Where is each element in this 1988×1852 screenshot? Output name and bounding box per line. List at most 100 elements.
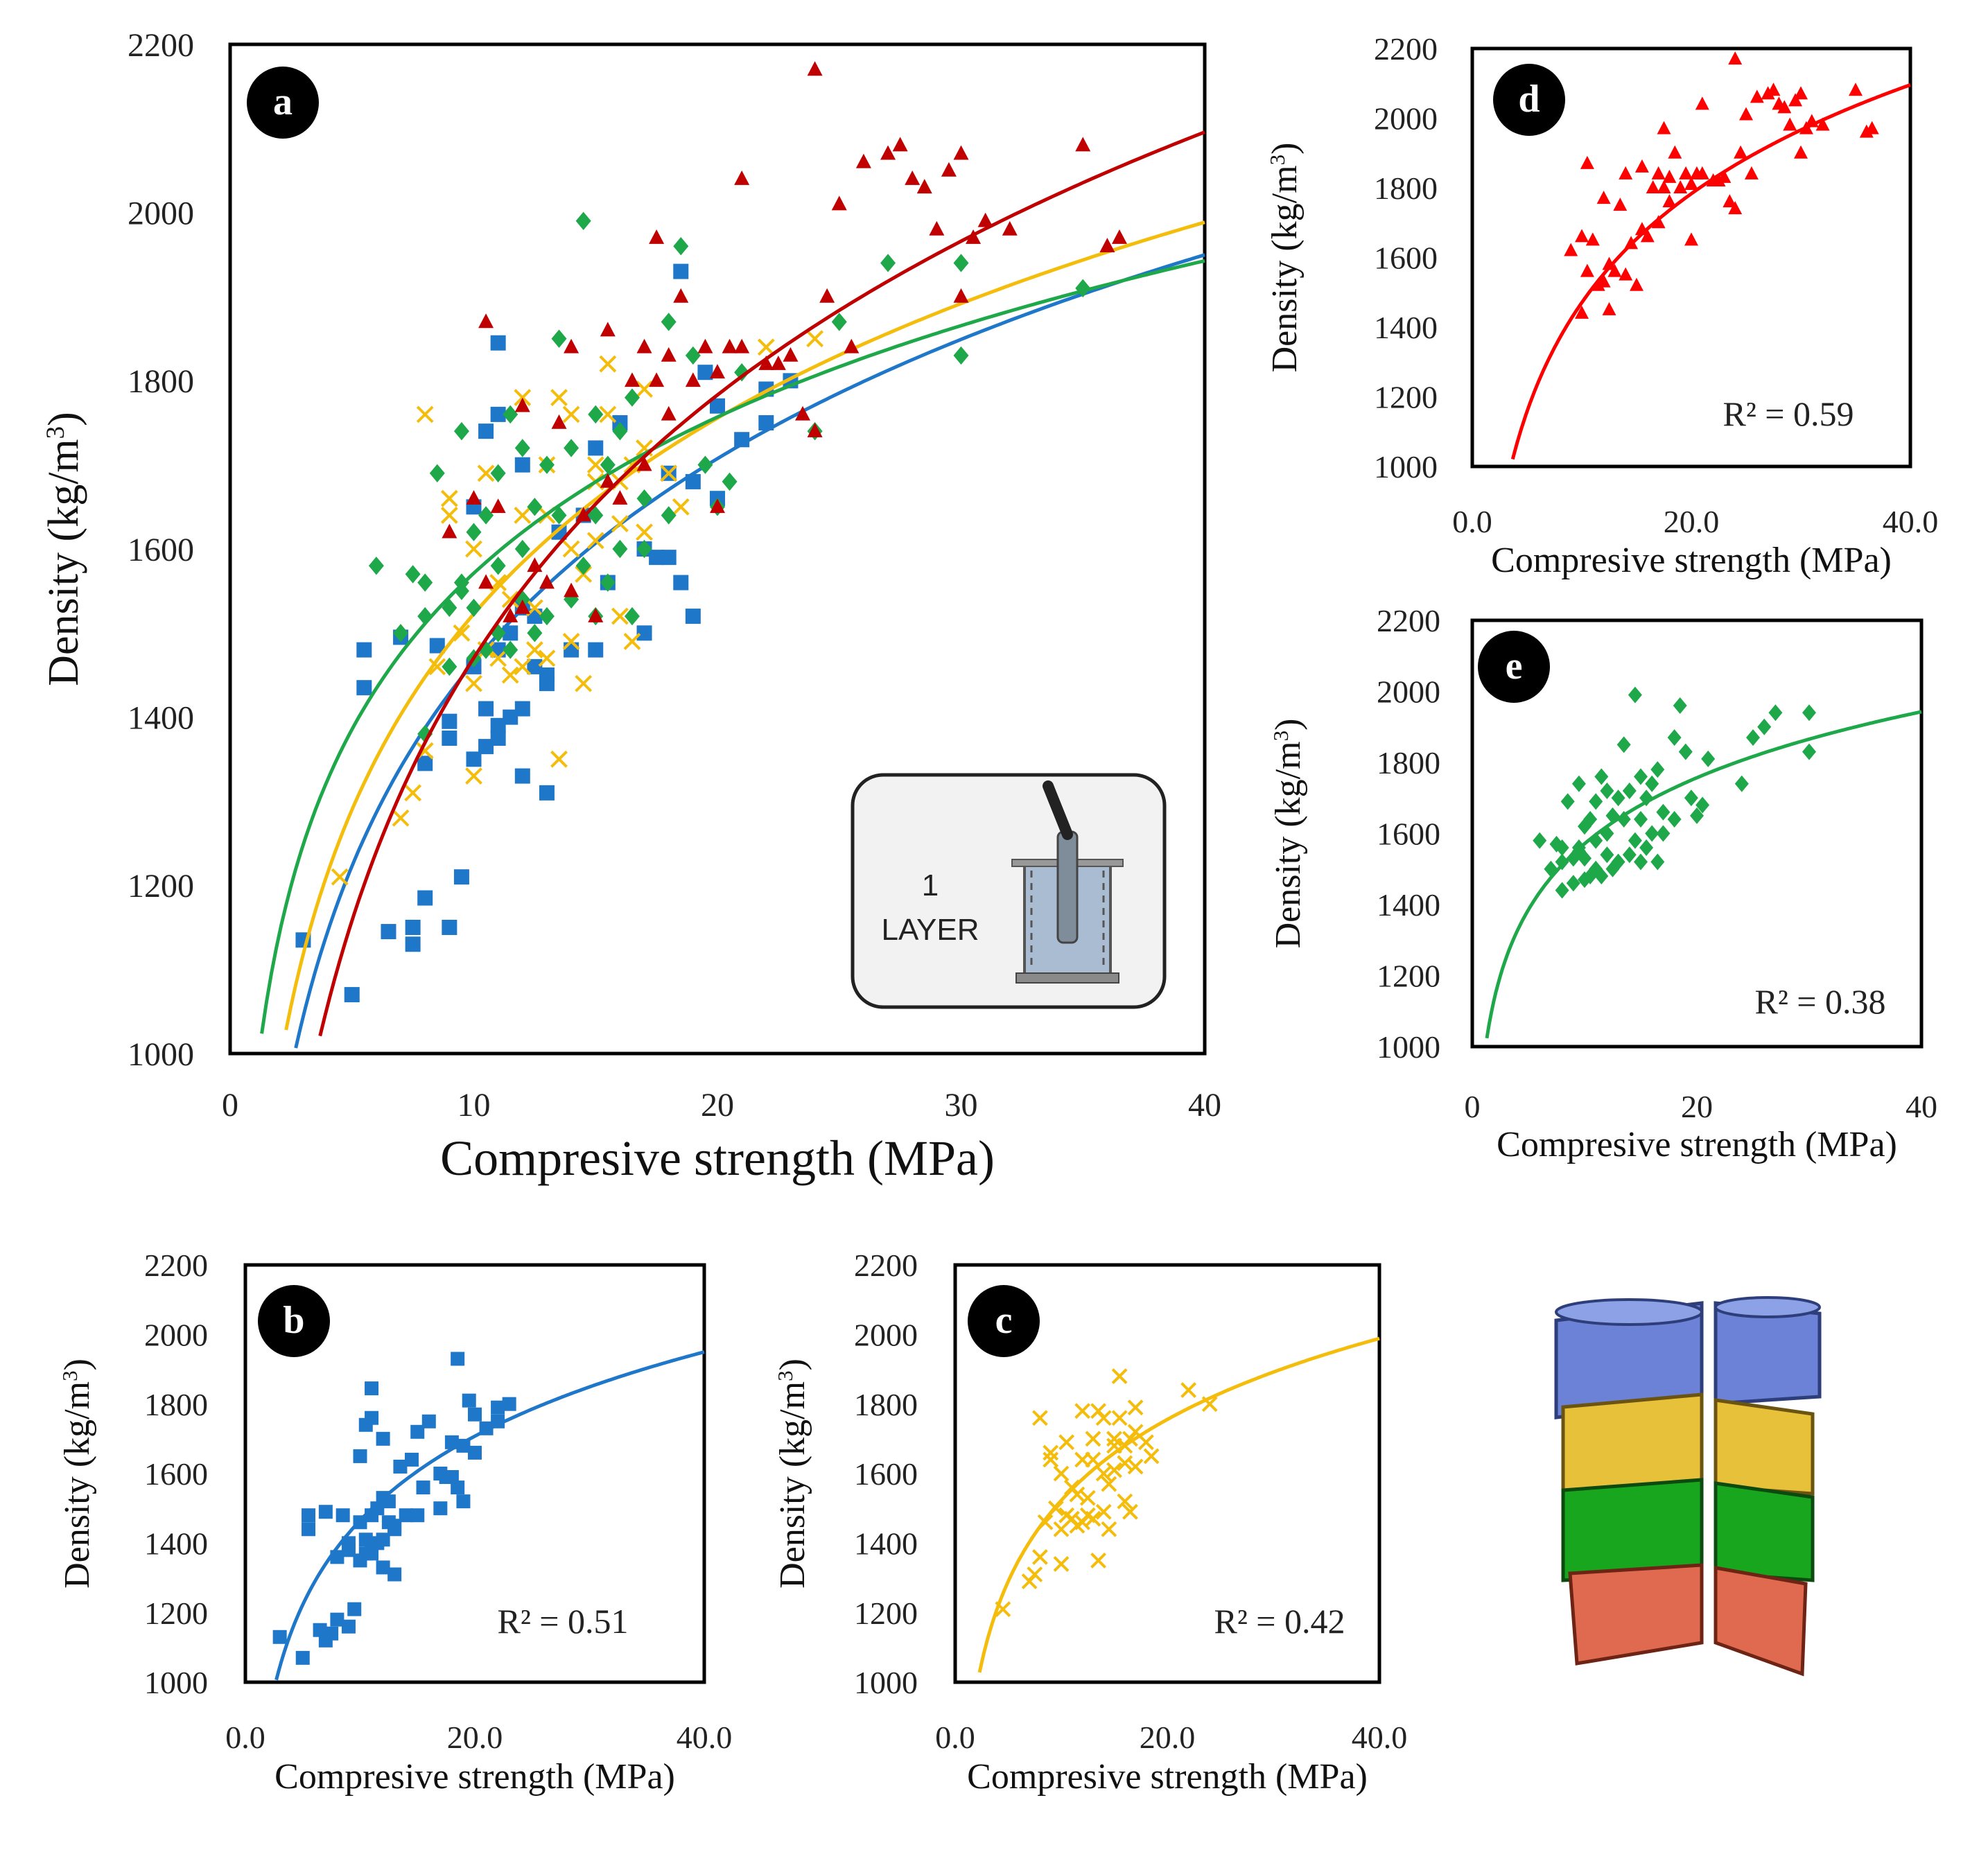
data-point-green	[527, 498, 543, 516]
y-axis-label: Density (kg/m3)	[1265, 143, 1305, 373]
data-point-green	[442, 657, 457, 676]
y-tick-label: 1400	[1377, 887, 1440, 923]
y-tick-label: 2200	[128, 27, 194, 64]
data-point-blue	[551, 524, 567, 540]
data-point-red	[636, 338, 652, 353]
data-point-green	[490, 557, 506, 575]
data-point-green	[1734, 775, 1749, 792]
data-point-yellow	[757, 338, 775, 356]
data-point-green	[514, 539, 530, 559]
data-point-blue	[444, 1470, 459, 1485]
data-point-red	[1679, 166, 1693, 180]
data-point-blue	[393, 1459, 408, 1474]
y-tick-label: 2000	[1377, 674, 1440, 710]
data-point-red	[1607, 263, 1622, 277]
r-squared-label: R² = 0.59	[1723, 394, 1854, 433]
x-tick-label: 0.0	[1452, 504, 1492, 539]
data-point-green	[514, 439, 530, 457]
data-point-red	[1651, 166, 1666, 180]
y-tick-label: 1200	[854, 1596, 918, 1631]
y-tick-label: 2200	[1377, 603, 1440, 638]
data-point-blue	[527, 658, 543, 674]
data-point-yellow	[1127, 1424, 1144, 1440]
y-tick-label: 1200	[1377, 959, 1440, 994]
data-point-green	[1667, 729, 1682, 746]
data-point-green	[1555, 839, 1569, 856]
data-point-red	[953, 288, 969, 303]
x-tick-label: 40	[1906, 1089, 1937, 1124]
data-point-green	[1656, 825, 1671, 842]
data-point-red	[941, 161, 957, 177]
data-point-blue	[442, 920, 457, 935]
x-tick-label: 40.0	[1352, 1720, 1408, 1755]
data-point-red	[1734, 145, 1748, 159]
data-point-yellow	[1201, 1396, 1218, 1413]
data-point-red	[831, 195, 847, 211]
data-point-red	[1662, 169, 1677, 183]
data-point-blue	[491, 1400, 505, 1415]
data-point-blue	[356, 642, 372, 658]
data-point-green	[1594, 868, 1609, 884]
data-point-red	[1646, 180, 1660, 193]
data-point-green	[1634, 768, 1648, 785]
data-point-green	[1628, 686, 1642, 704]
data-point-red	[575, 507, 591, 522]
data-point-red	[710, 498, 725, 514]
layered-cylinder-icon	[1554, 1296, 1822, 1677]
data-point-blue	[376, 1491, 390, 1505]
data-point-red	[624, 372, 640, 387]
data-point-yellow	[562, 633, 580, 650]
x-tick-label: 20.0	[1664, 504, 1720, 539]
y-tick-label: 1200	[128, 868, 194, 905]
x-axis-label: Compresive strength (MPa)	[1497, 1125, 1897, 1164]
data-point-red	[649, 229, 665, 244]
data-point-blue	[539, 785, 555, 801]
data-point-blue	[479, 1421, 494, 1435]
data-point-yellow	[1074, 1403, 1091, 1419]
data-point-red	[1777, 100, 1792, 114]
data-point-red	[1596, 191, 1611, 204]
data-point-blue	[410, 1508, 425, 1523]
x-tick-label: 20	[1681, 1089, 1713, 1124]
y-tick-label: 1800	[144, 1387, 208, 1422]
data-point-red	[1728, 201, 1743, 215]
data-point-yellow	[1117, 1438, 1133, 1454]
y-tick-label: 1600	[1374, 241, 1438, 276]
chart-panel-c: 1000 1200 1400 1600 1800 2000 2200 0.0 20.0 40.0C…	[773, 1248, 1408, 1797]
data-point-green	[564, 590, 579, 609]
data-point-blue	[344, 987, 360, 1003]
y-axis-label: Density (kg/m3)	[773, 1359, 813, 1589]
data-point-green	[1611, 789, 1625, 807]
data-point-blue	[758, 415, 774, 430]
data-point-red	[1634, 222, 1649, 236]
data-point-blue	[491, 1414, 505, 1429]
data-point-red	[734, 171, 750, 185]
layer-blue	[1554, 1296, 1822, 1419]
y-tick-label: 1000	[1374, 449, 1438, 484]
data-point-green	[1075, 279, 1091, 298]
data-point-green	[1611, 853, 1625, 871]
data-point-green	[1589, 793, 1603, 810]
y-tick-label: 1400	[144, 1526, 208, 1561]
y-tick-label: 1400	[1374, 310, 1438, 345]
data-point-yellow	[1095, 1410, 1112, 1426]
x-axis-label: Compresive strength (MPa)	[967, 1757, 1368, 1797]
plot-frame	[1470, 618, 1924, 1049]
data-point-green	[831, 313, 847, 331]
data-point-red	[1619, 267, 1633, 281]
series-red	[318, 61, 1205, 1037]
data-point-yellow	[1101, 1521, 1117, 1537]
data-point-green	[1600, 783, 1614, 799]
data-point-blue	[444, 1435, 459, 1449]
data-point-red	[1668, 145, 1682, 159]
data-point-red	[478, 313, 494, 329]
data-point-yellow	[514, 507, 532, 524]
data-point-blue	[564, 642, 579, 658]
data-point-yellow	[525, 641, 543, 659]
y-tick-label: 1000	[128, 1036, 194, 1073]
data-point-red	[478, 574, 494, 589]
y-tick-label: 2000	[1374, 101, 1438, 137]
data-point-red	[1596, 274, 1611, 288]
data-point-red	[1684, 232, 1698, 246]
data-point-yellow	[538, 649, 556, 667]
